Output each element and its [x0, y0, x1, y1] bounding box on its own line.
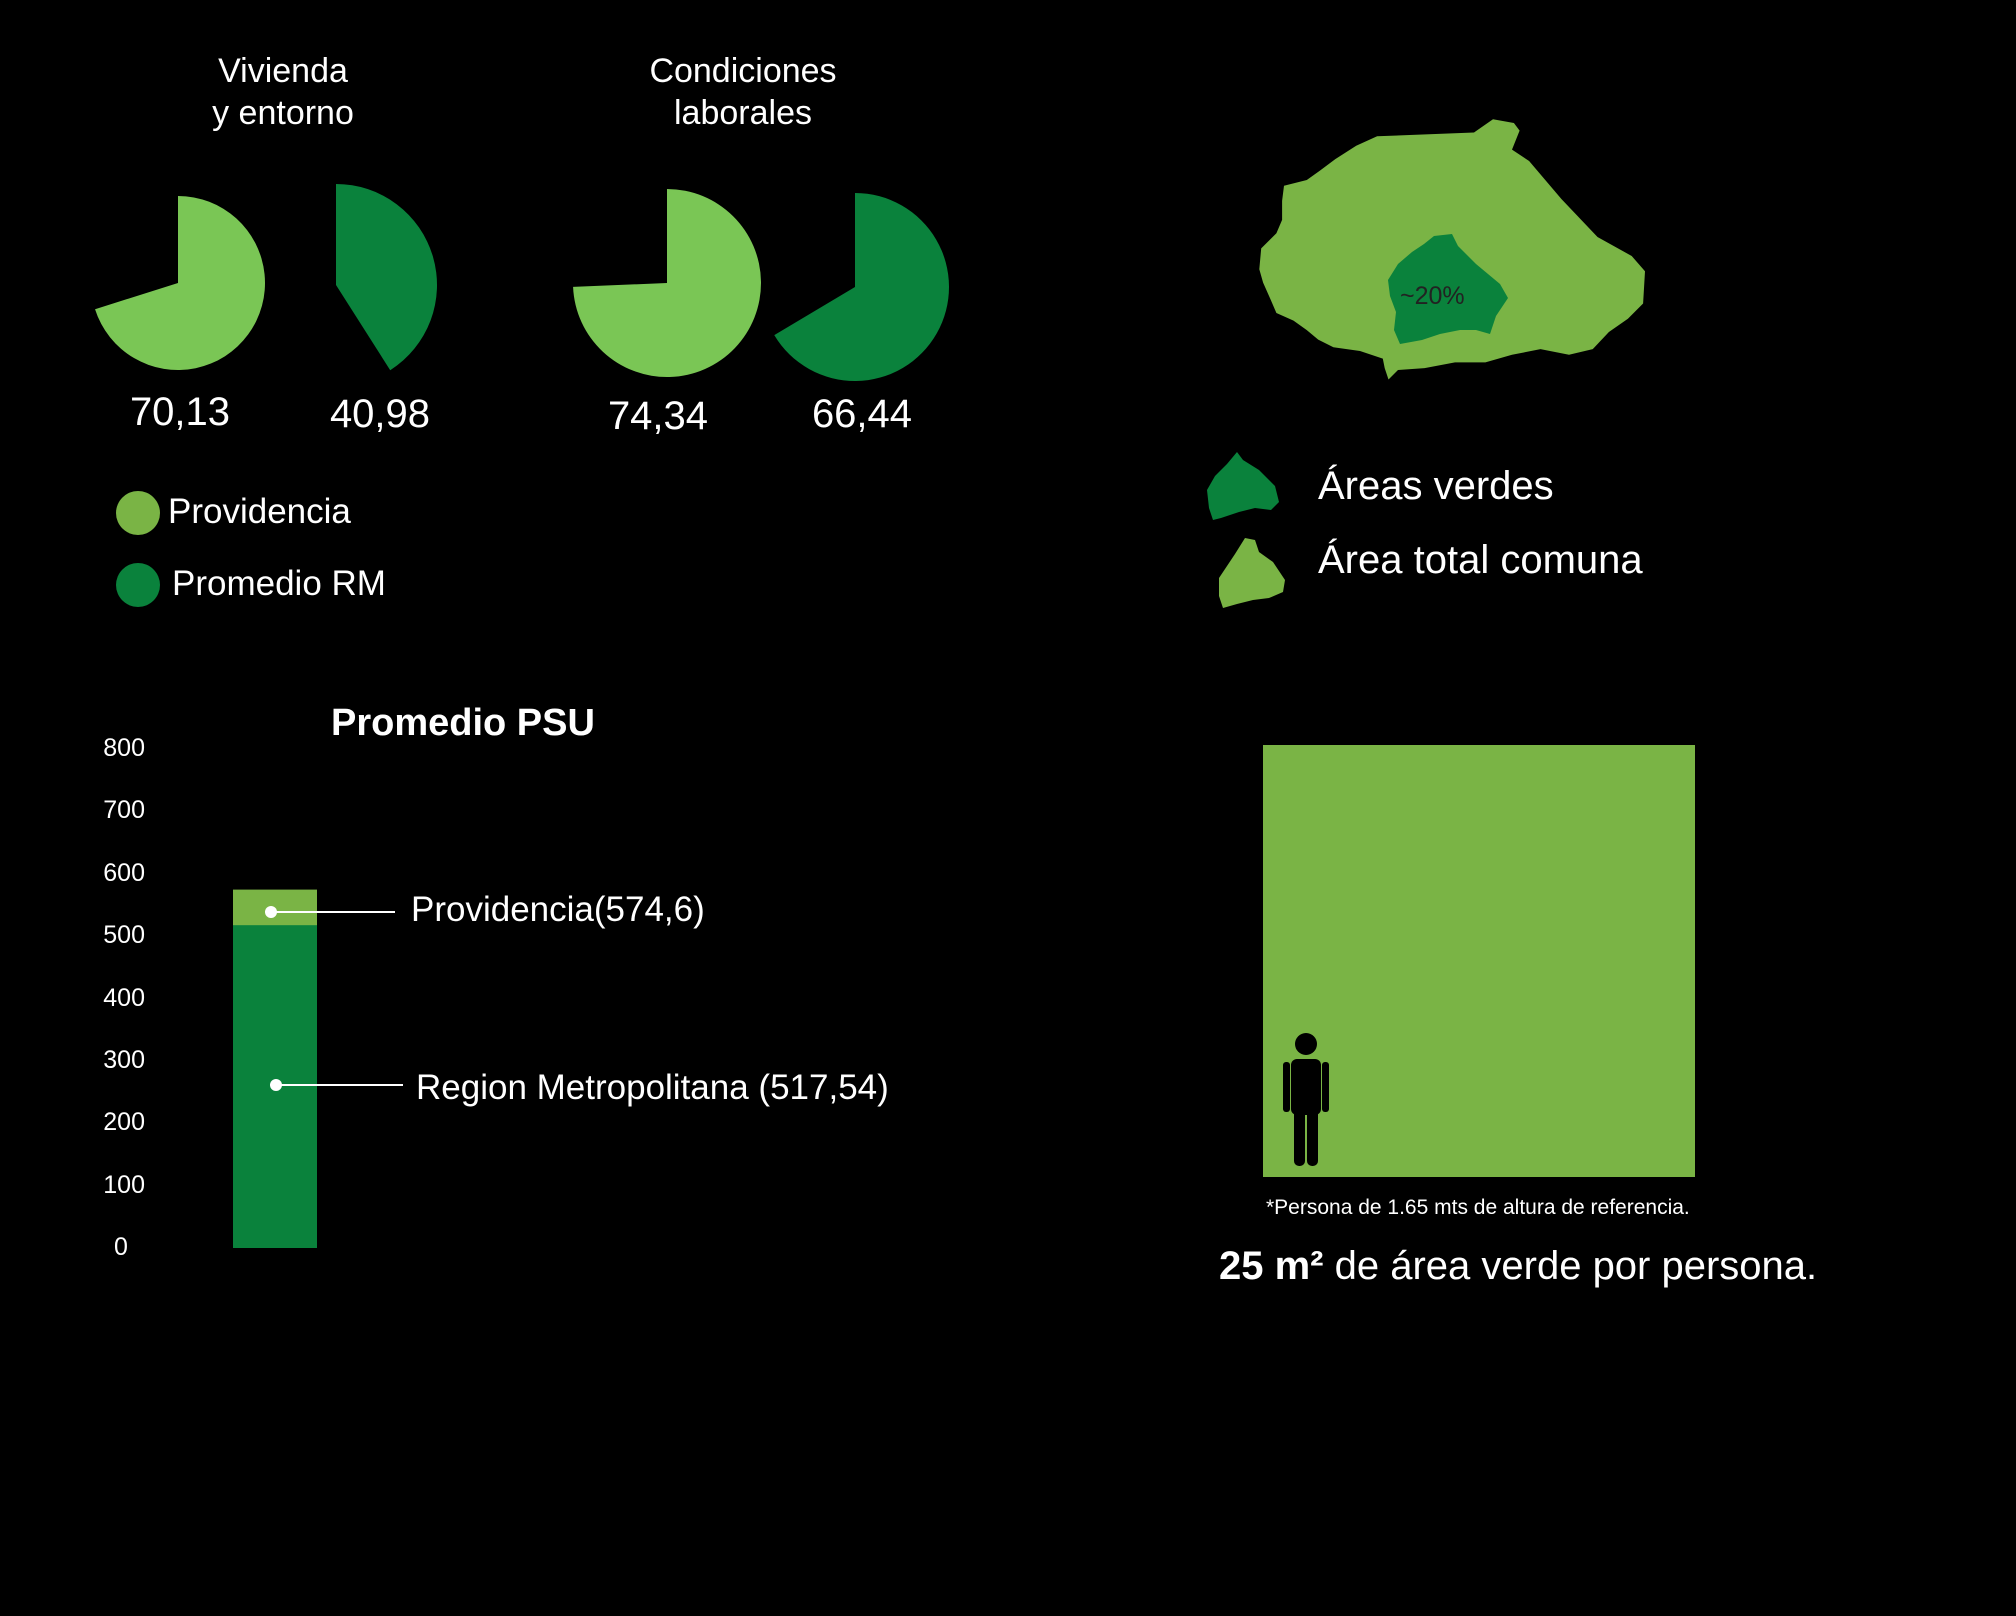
providencia-leader-dot — [265, 906, 277, 918]
annotation-providencia: Providencia(574,6) — [411, 890, 705, 929]
pie-slice-vivienda-rm — [336, 184, 437, 371]
legend-label-rm: Promedio RM — [172, 564, 386, 603]
green-area-summary: 25 m² de área verde por persona. — [1219, 1244, 1817, 1289]
y-tick-label-400: 400 — [103, 983, 145, 1012]
region-metropolitana-leader-dot — [270, 1079, 282, 1091]
y-tick-label-700: 700 — [103, 796, 145, 825]
y-tick-label-300: 300 — [103, 1045, 145, 1074]
green-areas-shape — [1388, 234, 1508, 344]
reference-footnote: *Persona de 1.65 mts de altura de refere… — [1266, 1196, 1690, 1219]
legend-label-green-areas: Áreas verdes — [1318, 464, 1554, 508]
y-tick-label-500: 500 — [103, 921, 145, 950]
annotation-region-metropolitana: Region Metropolitana (517,54) — [416, 1068, 889, 1107]
y-tick-label-200: 200 — [103, 1108, 145, 1137]
y-tick-label-600: 600 — [103, 858, 145, 887]
legend-label-total-area: Área total comuna — [1318, 538, 1643, 582]
pie-group-title-vivienda: Vivienda y entorno — [212, 52, 354, 132]
legend-label-providencia: Providencia — [168, 492, 351, 531]
pie-value-vivienda-rm: 40,98 — [329, 392, 431, 436]
y-tick-label-100: 100 — [103, 1170, 145, 1199]
psu-chart-title: Promedio PSU — [331, 702, 595, 744]
pie-slice-condiciones-rm — [774, 193, 949, 381]
green-areas-legend-icon — [1207, 452, 1279, 520]
commune-map-svg — [1259, 119, 1646, 380]
green-area-square — [1263, 745, 1695, 1177]
y-tick-label-0: 0 — [114, 1233, 128, 1261]
pie-group-title-condiciones: Condiciones laborales — [649, 52, 837, 132]
pie-value-condiciones-providencia: 74,34 — [607, 394, 709, 438]
psu-bars-svg — [233, 889, 403, 1248]
pie-charts-svg — [95, 184, 949, 381]
person-icon — [1283, 1033, 1329, 1166]
green-area-percent-label: ~20% — [1400, 282, 1465, 310]
total-area-legend-icon — [1219, 538, 1285, 608]
pie-value-condiciones-rm: 66,44 — [811, 392, 913, 436]
pie-slice-vivienda-providencia — [95, 196, 265, 370]
pie-value-vivienda-providencia: 70,13 — [129, 390, 231, 434]
summary-text: de área verde por persona. — [1323, 1244, 1818, 1288]
legend-swatch-providencia — [116, 491, 160, 535]
y-tick-label-800: 800 — [103, 734, 145, 762]
pie-slice-condiciones-providencia — [573, 189, 761, 377]
legend-swatch-rm — [116, 563, 160, 607]
summary-value: 25 m² — [1219, 1244, 1324, 1288]
